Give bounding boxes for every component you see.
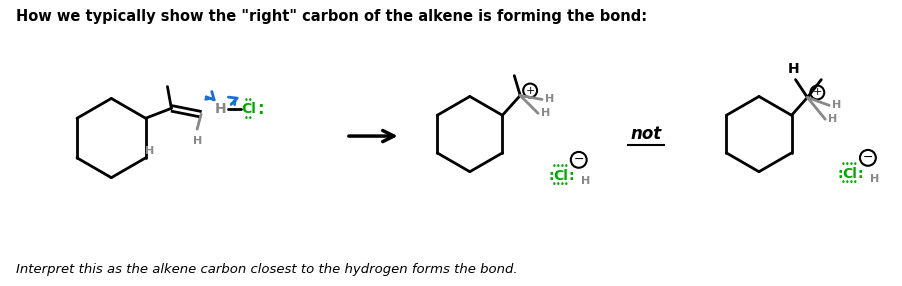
Text: H: H	[870, 174, 879, 184]
Text: H: H	[581, 176, 590, 186]
Text: H: H	[828, 114, 837, 124]
Text: ••: ••	[560, 180, 570, 189]
Text: H: H	[545, 94, 554, 104]
Text: H: H	[145, 146, 154, 156]
Text: ••: ••	[849, 178, 859, 187]
Text: H: H	[541, 108, 550, 118]
Text: Interpret this as the alkene carbon closest to the hydrogen forms the bond.: Interpret this as the alkene carbon clos…	[16, 263, 518, 276]
Text: ••: ••	[560, 162, 570, 171]
Text: :: :	[568, 169, 574, 183]
Text: Cl: Cl	[241, 102, 256, 116]
Text: ••: ••	[842, 160, 851, 169]
Text: Cl: Cl	[554, 169, 568, 183]
Text: H: H	[833, 100, 842, 110]
Text: ••: ••	[842, 178, 851, 187]
Text: ••: ••	[849, 160, 859, 169]
Text: :: :	[837, 167, 843, 181]
Text: −: −	[574, 153, 584, 166]
Text: :: :	[257, 100, 263, 118]
Text: not: not	[630, 125, 662, 143]
Text: +: +	[813, 88, 822, 98]
Text: :: :	[857, 167, 862, 181]
Text: −: −	[862, 151, 873, 164]
Text: :: :	[548, 169, 554, 183]
Text: How we typically show the "right" carbon of the alkene is forming the bond:: How we typically show the "right" carbon…	[16, 9, 648, 24]
Text: ••: ••	[244, 96, 253, 105]
Text: Cl: Cl	[842, 167, 858, 181]
Text: H: H	[192, 136, 202, 146]
Text: +: +	[526, 86, 535, 96]
Text: ••: ••	[552, 180, 562, 189]
Text: H: H	[787, 62, 799, 76]
Text: ••: ••	[244, 114, 253, 123]
Text: H: H	[215, 102, 226, 116]
Text: ••: ••	[552, 162, 562, 171]
